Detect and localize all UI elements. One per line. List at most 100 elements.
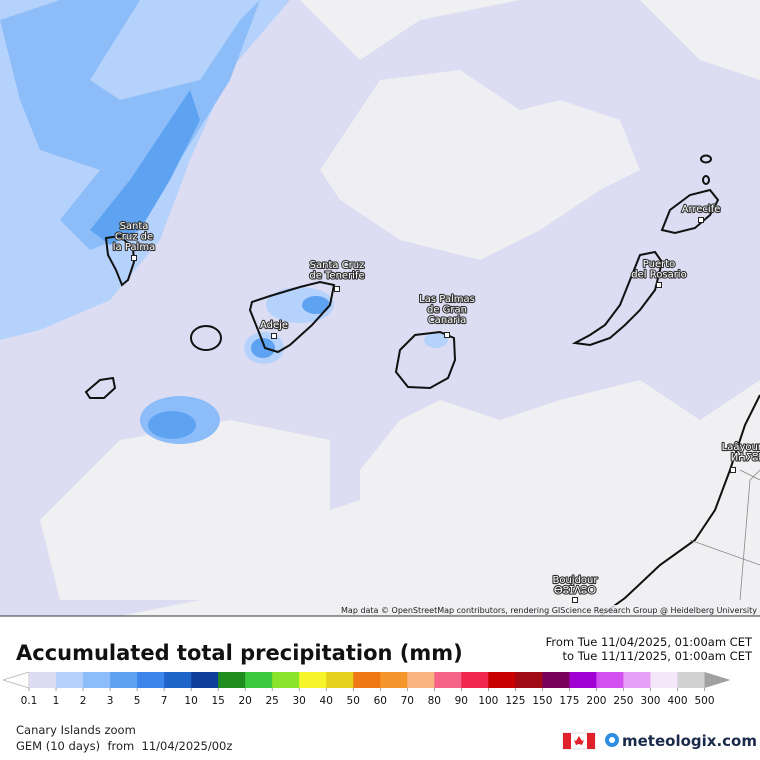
region-label: Canary Islands zoom	[16, 723, 136, 737]
colorbar-over	[704, 672, 731, 688]
city-label: Arrecife	[682, 204, 721, 215]
colorbar-tick-label: 150	[532, 695, 552, 707]
city-label: la Palma	[113, 242, 155, 253]
date-from: From Tue 11/04/2025, 01:00am CET	[546, 635, 753, 649]
attribution-box	[336, 605, 760, 616]
colorbar-swatch	[326, 672, 354, 688]
island	[660, 188, 720, 235]
island	[394, 330, 457, 390]
colorbar-tick-label: 50	[347, 695, 360, 707]
precip-area	[0, 0, 260, 250]
city-marker	[334, 286, 340, 292]
colorbar-swatch	[623, 672, 651, 688]
city-marker	[698, 217, 704, 223]
colorbar-swatch	[164, 672, 192, 688]
colorbar-swatch	[488, 672, 516, 688]
city-label: Laâyoune	[722, 441, 760, 453]
island	[248, 280, 336, 354]
precip-area	[424, 332, 448, 348]
city-marker	[131, 255, 137, 261]
colorbar-tick-label: 20	[238, 695, 251, 707]
colorbar-swatch	[272, 672, 300, 688]
city-label: de Tenerife	[309, 271, 364, 282]
coastline	[599, 394, 760, 616]
colorbar-tick-label: 30	[293, 695, 306, 707]
colorbar-tick-label: 0.1	[21, 695, 38, 707]
colorbar-tick-label: 200	[586, 695, 606, 707]
colorbar-swatch	[191, 672, 219, 688]
city-label: Las Palmas	[419, 294, 475, 305]
city-label: Canaria	[428, 315, 467, 326]
city-marker	[730, 467, 736, 473]
brand[interactable]: meteologix.com	[622, 732, 757, 750]
colorbar-tick-label: 90	[455, 695, 468, 707]
colorbar-swatch	[380, 672, 408, 688]
precip-gap	[40, 420, 330, 600]
city-label: Puerto	[643, 259, 676, 270]
colorbar-tick-label: 1	[53, 695, 60, 707]
city-label: ⴱⵓⵊⴷⵓⵔ	[554, 586, 596, 597]
precip-area	[148, 411, 196, 439]
city-label: ⵍⵄⵢⵓⵏ	[731, 453, 760, 464]
island	[700, 154, 712, 164]
city-label: de Gran	[427, 305, 467, 316]
colorbar-swatch	[218, 672, 246, 688]
precip-area	[90, 90, 200, 245]
colorbar-tick-label: 2	[80, 695, 87, 707]
city-label: Adeje	[260, 320, 288, 331]
colorbar-swatch	[434, 672, 462, 688]
island	[571, 250, 664, 347]
city-label: Cruz de	[115, 232, 153, 243]
colorbar-tick-label: 10	[184, 695, 197, 707]
colorbar-tick-label: 300	[640, 695, 660, 707]
island	[104, 234, 136, 287]
colorbar-tick-label: 40	[320, 695, 333, 707]
precip-gap	[320, 70, 640, 260]
colorbar-swatch	[677, 672, 705, 688]
colorbar-swatch	[650, 672, 678, 688]
precip-area	[266, 287, 334, 323]
colorbar: 0.1 1 2 3 5 7 10 15 20 25 30 40 50 60 70 80 90 100 125 150 1…	[2, 671, 731, 707]
city-marker	[271, 333, 277, 339]
colorbar-swatch	[569, 672, 597, 688]
colorbar-swatch	[299, 672, 327, 688]
colorbar-tick-label: 7	[161, 695, 168, 707]
city-marker	[656, 282, 662, 288]
map: Map data © OpenStreetMap contributors, r…	[0, 0, 760, 616]
colorbar-tick-label: 60	[374, 695, 387, 707]
colorbar-swatch	[110, 672, 138, 688]
island	[84, 376, 117, 399]
legend-title: Accumulated total precipitation (mm)	[16, 641, 463, 665]
colorbar-tick-label: 125	[505, 695, 525, 707]
colorbar-swatch	[83, 672, 111, 688]
city-label: del Rosario	[631, 270, 686, 281]
colorbar-under	[2, 671, 30, 689]
colorbar-swatch	[515, 672, 543, 688]
colorbar-swatch	[542, 672, 570, 688]
colorbar-tick-label: 500	[694, 695, 714, 707]
border	[689, 469, 760, 601]
colorbar-tick-label: 175	[559, 695, 579, 707]
colorbar-swatch	[137, 672, 165, 688]
colorbar-tick-label: 3	[107, 695, 114, 707]
city-marker	[444, 332, 450, 338]
colorbar-tick-label: 70	[401, 695, 414, 707]
colorbar-tick-label: 25	[265, 695, 278, 707]
model-label: GEM (10 days) from 11/04/2025/00z	[16, 739, 232, 753]
colorbar-tick-label: 15	[211, 695, 224, 707]
precip-area	[302, 296, 330, 314]
city-label: Santa Cruz	[310, 260, 365, 271]
colorbar-swatch	[56, 672, 84, 688]
attribution: Map data © OpenStreetMap contributors, r…	[341, 606, 757, 615]
colorbar-swatch	[245, 672, 273, 688]
brand-logo	[609, 737, 615, 743]
colorbar-tick-label: 250	[613, 695, 633, 707]
colorbar-tick-label: 5	[134, 695, 141, 707]
city-marker	[572, 597, 578, 603]
precip-area	[251, 338, 275, 358]
canada-flag	[562, 732, 596, 750]
colorbar-swatch	[407, 672, 435, 688]
colorbar-swatch	[353, 672, 381, 688]
